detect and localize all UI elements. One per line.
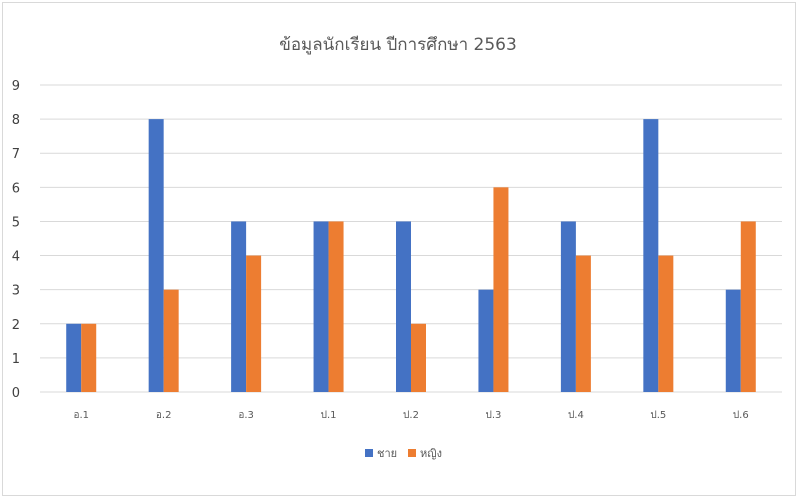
x-tick-label-5: ป.3: [485, 410, 501, 421]
bar-หญิง-ป.6: [740, 221, 756, 392]
x-tick-label-7: ป.5: [650, 410, 666, 421]
y-tick-label-0: 0: [12, 386, 20, 401]
y-tick-label-3: 3: [12, 284, 20, 299]
x-tick-label-1: อ.2: [156, 410, 172, 421]
x-tick-label-2: อ.3: [238, 410, 254, 421]
bar-ชาย-อ.2: [148, 119, 164, 392]
bar-หญิง-ป.5: [658, 255, 674, 392]
y-axis-ticks: 0 1 2 3 4 5 6 7 8 9: [12, 79, 20, 401]
y-tick-label-6: 6: [12, 181, 20, 196]
y-tick-label-9: 9: [12, 79, 20, 94]
legend: ชาย หญิง: [365, 447, 442, 460]
bar-หญิง-ป.3: [493, 187, 509, 392]
bar-ชาย-ป.3: [478, 289, 494, 392]
bar-หญิง-อ.1: [81, 323, 97, 392]
bar-หญิง-อ.3: [246, 255, 262, 392]
y-tick-label-4: 4: [12, 250, 20, 265]
bar-ชาย-ป.5: [643, 119, 659, 392]
bar-หญิง-ป.1: [328, 221, 344, 392]
bar-ชาย-ป.6: [725, 289, 741, 392]
legend-swatch-0: [365, 449, 373, 457]
y-tick-label-7: 7: [12, 147, 20, 162]
bar-หญิง-ป.4: [575, 255, 591, 392]
bar-ชาย-ป.2: [396, 221, 411, 392]
bar-หญิง-ป.2: [411, 323, 426, 392]
legend-label-1: หญิง: [420, 447, 442, 460]
y-tick-label-1: 1: [12, 352, 20, 367]
x-tick-label-8: ป.6: [733, 410, 749, 421]
bar-ชาย-อ.1: [66, 323, 82, 392]
x-tick-label-4: ป.2: [403, 410, 419, 421]
legend-label-0: ชาย: [377, 447, 397, 460]
x-tick-label-0: อ.1: [73, 410, 89, 421]
x-tick-label-3: ป.1: [321, 410, 337, 421]
x-tick-label-6: ป.4: [568, 410, 584, 421]
y-tick-label-5: 5: [12, 215, 20, 230]
bars: [66, 119, 756, 392]
bar-ชาย-อ.3: [231, 221, 247, 392]
y-tick-label-8: 8: [12, 113, 20, 128]
legend-swatch-1: [408, 449, 416, 457]
bar-หญิง-อ.2: [163, 289, 179, 392]
bar-ชาย-ป.1: [313, 221, 329, 392]
chart-title: ข้อมูลนักเรียน ปีการศึกษา 2563: [279, 35, 517, 55]
x-axis-ticks: อ.1 อ.2 อ.3 ป.1 ป.2 ป.3 ป.4 ป.5 ป.6: [73, 410, 748, 421]
bar-ชาย-ป.4: [560, 221, 576, 392]
y-tick-label-2: 2: [12, 318, 20, 333]
